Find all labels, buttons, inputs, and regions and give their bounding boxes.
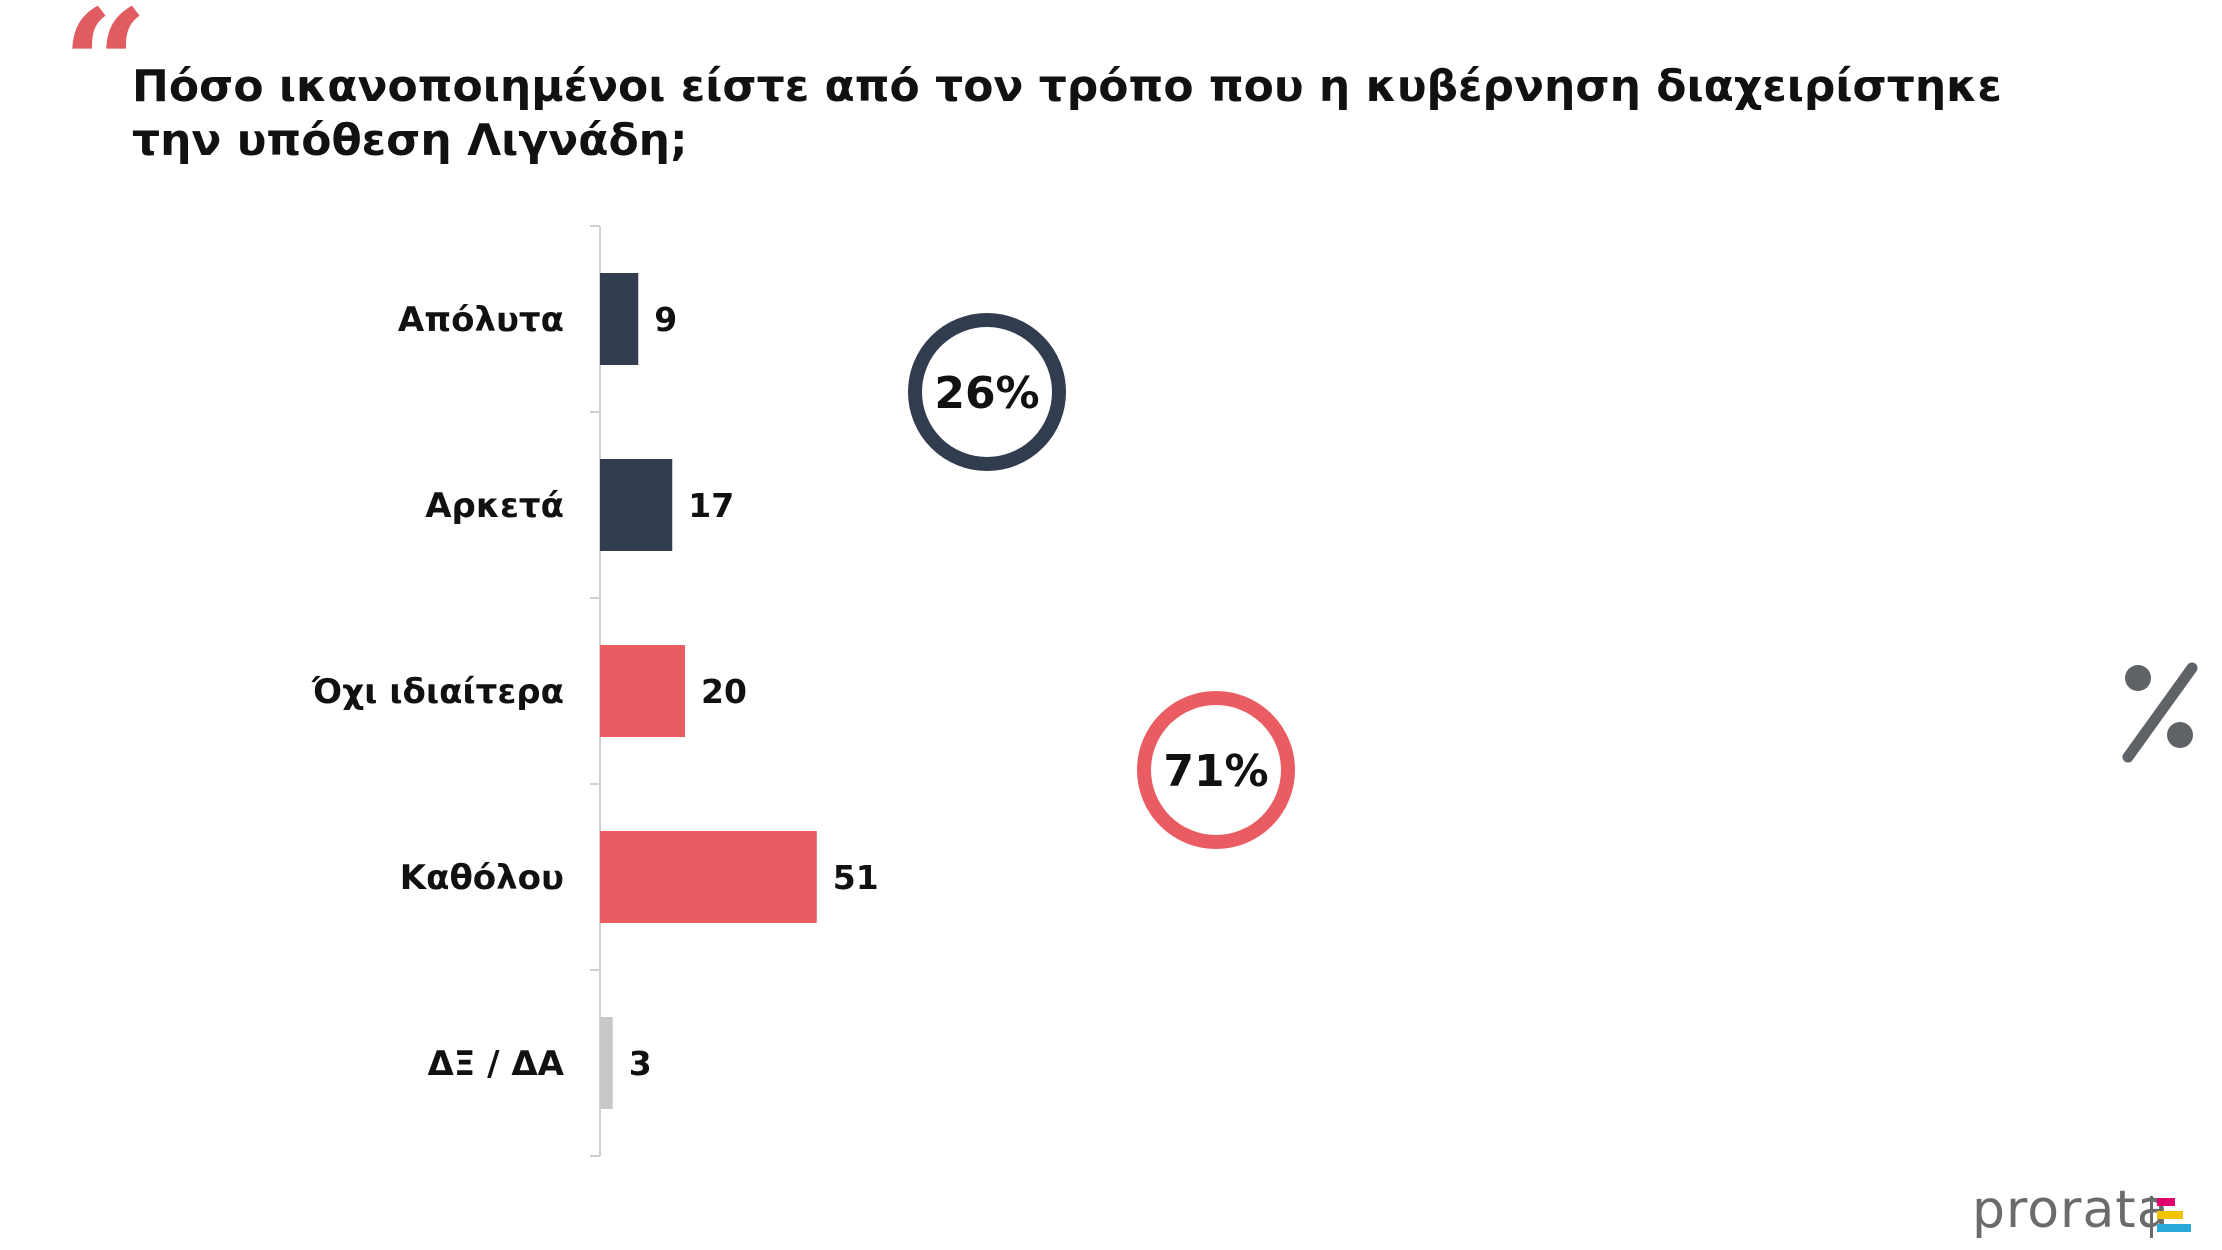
- bar: [600, 1017, 613, 1109]
- percent-slash: [2122, 662, 2198, 763]
- value-label: 51: [833, 858, 879, 897]
- bar: [600, 831, 817, 923]
- group-total-ring: [908, 313, 1066, 471]
- group-total-label: 71%: [1163, 746, 1268, 797]
- quote-mark-icon: “: [62, 0, 149, 153]
- category-label: Απόλυτα: [398, 300, 564, 340]
- group-total-ring: [1137, 691, 1295, 849]
- percent-dot-top: [2125, 665, 2151, 691]
- category-label: ΔΞ / ΔΑ: [427, 1044, 564, 1084]
- bar: [600, 273, 639, 365]
- value-label: 3: [629, 1044, 652, 1083]
- value-label: 20: [701, 672, 747, 711]
- logo-text: prorata: [1972, 1180, 2170, 1240]
- value-label: 17: [688, 486, 734, 525]
- category-label: Όχι ιδιαίτερα: [311, 672, 564, 712]
- group-total-label: 26%: [934, 368, 1039, 419]
- bars-group: Απόλυτα 9 Αρκετά 17 Όχι ιδιαίτερα 20 Καθόλου 51…: [311, 273, 879, 1109]
- bar: [600, 459, 673, 551]
- category-label: Αρκετά: [425, 486, 564, 526]
- category-label: Καθόλου: [400, 858, 564, 898]
- chart-title: Πόσο ικανοποιημένοι είστε από τον τρόπο …: [132, 61, 2002, 166]
- bar: [600, 645, 685, 737]
- percent-dot-bottom: [2167, 722, 2193, 748]
- group-totals: 26% 71%: [908, 313, 1295, 849]
- percent-unit-icon: [2122, 662, 2198, 763]
- category-axis: [590, 225, 601, 1157]
- value-label: 9: [654, 300, 677, 339]
- logo-mark-icon: [2150, 1196, 2191, 1238]
